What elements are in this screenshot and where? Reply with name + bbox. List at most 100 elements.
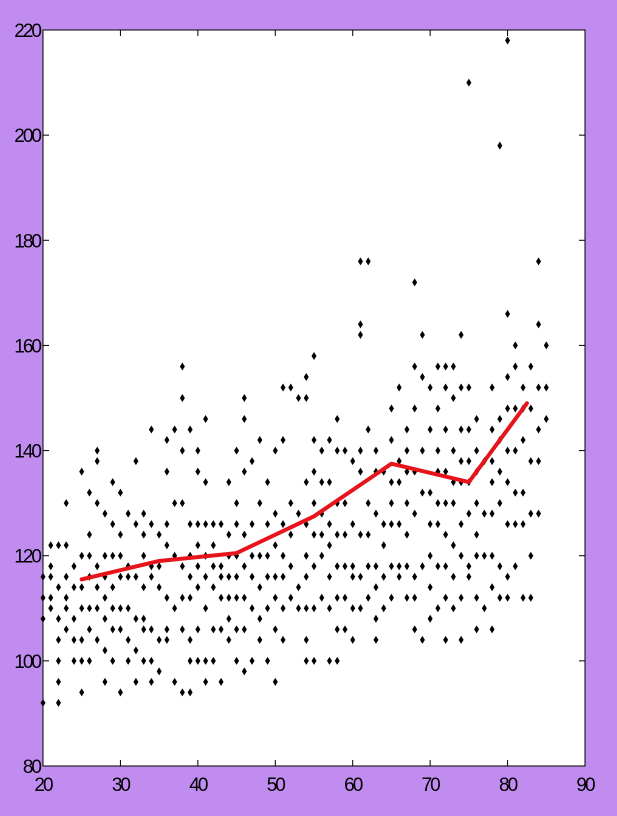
scatter-point xyxy=(280,383,286,392)
scatter-point xyxy=(102,593,108,602)
scatter-point xyxy=(79,688,85,697)
scatter-point xyxy=(419,446,425,455)
scatter-point xyxy=(102,551,108,560)
scatter-point xyxy=(543,415,549,424)
scatter-point xyxy=(474,625,480,634)
scatter-point xyxy=(272,541,278,550)
scatter-point xyxy=(172,425,178,434)
scatter-point xyxy=(342,499,348,508)
scatter-point xyxy=(373,583,379,592)
scatter-point xyxy=(179,562,185,571)
scatter-point xyxy=(226,572,232,581)
scatter-point xyxy=(373,446,379,455)
scatter-point xyxy=(94,562,100,571)
scatter-point xyxy=(536,320,542,329)
scatter-point xyxy=(125,509,131,518)
scatter-point xyxy=(257,614,263,623)
scatter-point xyxy=(396,478,402,487)
scatter-point xyxy=(412,509,418,518)
x-tick-label: 70 xyxy=(422,775,441,796)
scatter-point xyxy=(505,478,511,487)
scatter-point xyxy=(528,509,534,518)
scatter-point xyxy=(63,541,69,550)
scatter-point xyxy=(497,467,503,476)
scatter-point xyxy=(458,593,464,602)
x-tick-label: 80 xyxy=(499,775,518,796)
scatter-point xyxy=(334,415,340,424)
scatter-point xyxy=(520,520,526,529)
scatter-point xyxy=(466,383,472,392)
scatter-point xyxy=(110,625,116,634)
scatter-point xyxy=(187,635,193,644)
scatter-point xyxy=(342,446,348,455)
scatter-point xyxy=(458,383,464,392)
scatter-point xyxy=(450,572,456,581)
scatter-point xyxy=(117,530,123,539)
scatter-point xyxy=(288,530,294,539)
scatter-point xyxy=(187,520,193,529)
scatter-point xyxy=(102,646,108,655)
scatter-point xyxy=(172,604,178,613)
scatter-point xyxy=(536,425,542,434)
scatter-point xyxy=(164,436,170,445)
scatter-point xyxy=(257,583,263,592)
scatter-point xyxy=(179,394,185,402)
scatter-point xyxy=(357,604,363,613)
scatter-point xyxy=(303,656,309,665)
scatter-point xyxy=(63,593,69,602)
scatter-point xyxy=(172,499,178,508)
scatter-point xyxy=(226,614,232,623)
scatter-point xyxy=(443,530,449,539)
scatter-point xyxy=(249,656,255,665)
scatter-point xyxy=(474,415,480,424)
scatter-point xyxy=(55,656,61,665)
scatter-point xyxy=(218,520,224,529)
scatter-point xyxy=(373,509,379,518)
scatter-point xyxy=(133,457,139,466)
scatter-point xyxy=(458,425,464,434)
scatter-point xyxy=(156,667,162,676)
scatter-point xyxy=(288,499,294,508)
scatter-point xyxy=(195,520,201,529)
scatter-point xyxy=(164,635,170,644)
scatter-point xyxy=(497,415,503,424)
scatter-point xyxy=(319,446,325,455)
scatter-point xyxy=(241,593,247,602)
scatter-point xyxy=(365,562,371,571)
scatter-point xyxy=(218,677,224,686)
scatter-point xyxy=(94,635,100,644)
scatter-point xyxy=(427,583,433,592)
scatter-point xyxy=(373,614,379,623)
scatter-point xyxy=(218,562,224,571)
scatter-point xyxy=(350,572,356,581)
scatter-point xyxy=(419,562,425,571)
scatter-point xyxy=(117,625,123,634)
scatter-point xyxy=(357,572,363,581)
scatter-point xyxy=(474,499,480,508)
scatter-point xyxy=(272,677,278,686)
scatter-point xyxy=(148,425,154,434)
scatter-point xyxy=(520,383,526,392)
scatter-point xyxy=(55,583,61,592)
scatter-point xyxy=(319,530,325,539)
scatter-point xyxy=(466,572,472,581)
scatter-point xyxy=(303,372,309,381)
scatter-point xyxy=(427,520,433,529)
scatter-point xyxy=(187,688,193,697)
scatter-point xyxy=(234,572,240,581)
scatter-point xyxy=(342,562,348,571)
scatter-point xyxy=(249,457,255,466)
scatter-point xyxy=(110,583,116,592)
scatter-point xyxy=(326,520,332,529)
scatter-point xyxy=(512,404,518,413)
scatter-point xyxy=(133,677,139,686)
scatter-point xyxy=(63,572,69,581)
scatter-point xyxy=(342,625,348,634)
scatter-point xyxy=(443,562,449,571)
scatter-point xyxy=(365,425,371,434)
scatter-point xyxy=(388,499,394,508)
scatter-point xyxy=(210,562,216,571)
scatter-point xyxy=(520,488,526,497)
scatter-point xyxy=(412,593,418,602)
